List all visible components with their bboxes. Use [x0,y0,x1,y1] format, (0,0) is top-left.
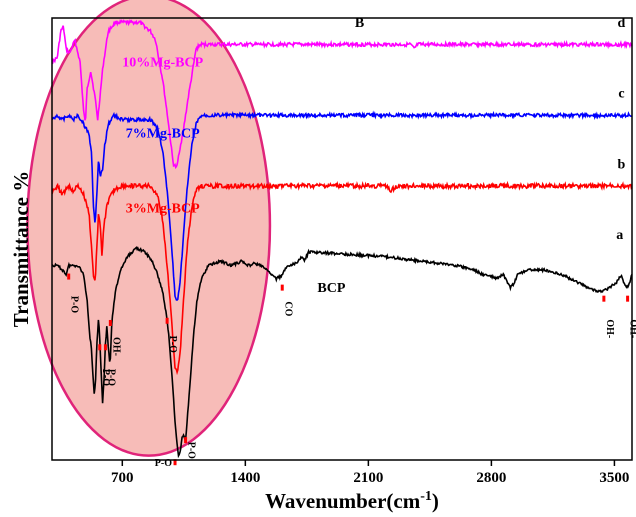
series-line-a [51,246,633,459]
peak-marker [103,344,107,351]
series-letter-d: d [618,16,626,31]
annotation-b: B [355,16,364,31]
peak-label: P-O [186,442,197,459]
peak-label: P-O [105,369,116,386]
peak-marker [626,295,630,302]
peak-marker [67,273,71,280]
peak-label: P-O [167,336,178,353]
series-label-c: 7%Mg-BCP [126,126,200,141]
peak-marker [173,459,177,466]
peak-label: P-O [100,369,111,386]
peak-marker [108,319,112,326]
peak-label: OH- [604,319,615,338]
tick-layer: 700 1400 2100 2800 3500 [111,460,629,486]
peak-label: P-O [69,296,80,313]
peak-marker [165,317,169,324]
peak-label: P-O [155,458,172,469]
peak-marker [98,344,102,351]
peak-label: OH- [110,337,121,356]
x-tick-label: 2100 [353,470,383,486]
series-letter-a: a [616,228,623,243]
highlight-ellipse-layer [26,0,272,457]
series-line-c [51,110,633,301]
series-layer: 10%Mg-BCP d 7%Mg-BCP c 3%Mg-BCP b BCP a B [51,16,633,459]
x-axis-title-close: ) [432,489,439,513]
x-axis-title: Wavenumber(cm-1) [265,489,439,513]
x-tick-label: 700 [111,470,134,486]
series-letter-b: b [618,157,626,172]
x-tick-label: 3500 [599,470,629,486]
series-label-a: BCP [317,281,345,296]
plot-frame [51,17,633,461]
highlight-ellipse [26,0,272,457]
series-label-d: 10%Mg-BCP [122,56,203,71]
series-line-d [51,18,633,170]
peak-label: CO [282,301,293,316]
peak-marker [280,284,284,291]
series-letter-c: c [618,87,624,102]
peak-marker [602,295,606,302]
series-label-b: 3%Mg-BCP [126,201,200,216]
y-axis-title: Transmittance % [9,171,33,328]
x-axis-title-sup: -1 [420,489,432,504]
x-tick-label: 2800 [476,470,506,486]
peak-marker [184,437,188,444]
x-axis-title-main: Wavenumber(cm [265,489,421,513]
x-tick-label: 1400 [230,470,260,486]
series-line-b [51,180,633,376]
